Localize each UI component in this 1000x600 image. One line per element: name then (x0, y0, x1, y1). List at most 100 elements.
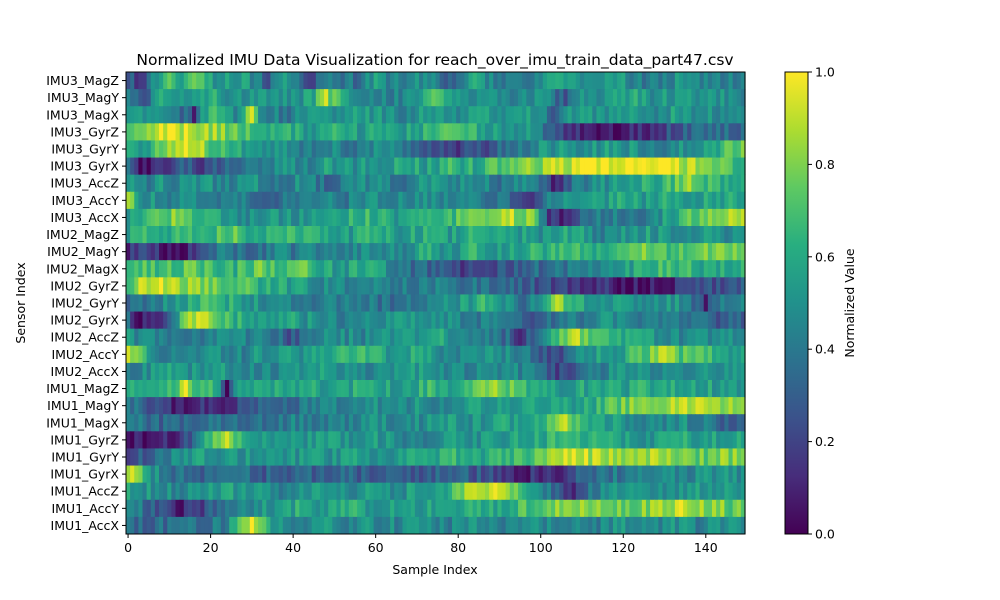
heatmap-cell (683, 243, 688, 261)
heatmap-cell (452, 174, 457, 193)
heatmap-cell (340, 448, 346, 466)
heatmap-cell (187, 191, 193, 210)
heatmap-cell (175, 414, 181, 432)
heatmap-cell (571, 106, 577, 124)
heatmap-cell (452, 140, 457, 158)
heatmap-cell (134, 123, 139, 141)
heatmap-cell (328, 345, 333, 364)
heatmap-cell (493, 499, 498, 518)
heatmap-cell (612, 482, 618, 501)
heatmap-cell (604, 140, 610, 158)
heatmap-cell (501, 123, 507, 141)
heatmap-cell (146, 294, 152, 312)
heatmap-cell (637, 174, 643, 193)
heatmap-cell (435, 123, 441, 141)
heatmap-cell (505, 226, 511, 244)
heatmap-cell (716, 362, 721, 381)
heatmap-cell (485, 140, 490, 158)
heatmap-cell (604, 482, 610, 501)
heatmap-cell (456, 140, 461, 158)
heatmap-cell (678, 72, 684, 90)
heatmap-cell (175, 431, 181, 449)
heatmap-cell (142, 294, 148, 312)
heatmap-cell (154, 465, 160, 484)
heatmap-cell (319, 208, 325, 227)
heatmap-cell (303, 380, 309, 398)
heatmap-cell (658, 380, 664, 398)
heatmap-cell (278, 414, 284, 432)
heatmap-cell (237, 72, 243, 90)
y-tick-label: IMU2_AccY (51, 347, 119, 362)
heatmap-cell (385, 516, 391, 535)
heatmap-cell (600, 328, 606, 347)
heatmap-cell (579, 157, 585, 176)
heatmap-cell (666, 123, 672, 141)
heatmap-cell (629, 157, 635, 176)
y-tick-label: IMU2_GyrY (51, 296, 119, 311)
heatmap-cell (592, 465, 598, 484)
heatmap-cell (513, 294, 519, 312)
heatmap-cell (447, 380, 453, 398)
heatmap-cell (237, 277, 243, 295)
heatmap-cell (559, 294, 565, 312)
heatmap-cell (385, 174, 391, 193)
heatmap-cell (225, 140, 230, 158)
heatmap-cell (262, 499, 267, 518)
heatmap-cell (307, 226, 313, 244)
heatmap-cell (563, 106, 569, 124)
heatmap-cell (377, 362, 383, 381)
heatmap-cell (683, 72, 688, 90)
heatmap-cell (468, 345, 474, 364)
heatmap-cell (596, 380, 602, 398)
heatmap-cell (377, 465, 383, 484)
heatmap-cell (596, 328, 602, 347)
heatmap-cell (410, 362, 416, 381)
heatmap-cell (196, 362, 201, 381)
heatmap-cell (410, 174, 416, 193)
heatmap-cell (546, 174, 552, 193)
heatmap-cell (365, 499, 371, 518)
heatmap-cell (150, 123, 156, 141)
heatmap-cell (493, 123, 498, 141)
heatmap-cell (720, 431, 725, 449)
heatmap-cell (650, 448, 655, 466)
heatmap-cell (703, 328, 709, 347)
heatmap-cell (468, 380, 474, 398)
heatmap-cell (365, 208, 371, 227)
heatmap-cell (641, 465, 647, 484)
heatmap-cell (691, 328, 697, 347)
heatmap-cell (200, 328, 206, 347)
heatmap-cell (728, 448, 734, 466)
heatmap-cell (505, 499, 511, 518)
heatmap-cell (171, 243, 177, 261)
heatmap-cell (282, 482, 288, 501)
heatmap-cell (427, 191, 432, 210)
heatmap-cell (204, 380, 210, 398)
heatmap-cell (625, 311, 631, 330)
heatmap-cell (596, 482, 602, 501)
heatmap-cell (138, 380, 144, 398)
heatmap-cell (233, 72, 239, 90)
heatmap-cell (394, 123, 399, 141)
heatmap-cell (650, 499, 655, 518)
heatmap-cell (398, 123, 404, 141)
heatmap-cell (229, 89, 234, 107)
heatmap-cell (134, 414, 139, 432)
heatmap-cell (175, 208, 181, 227)
heatmap-cell (678, 208, 684, 227)
heatmap-cell (736, 397, 742, 415)
heatmap-cell (720, 140, 725, 158)
heatmap-cell (740, 174, 746, 193)
y-tick-label: IMU2_MagX (46, 261, 119, 276)
heatmap-cell (427, 72, 432, 90)
heatmap-cell (361, 362, 366, 381)
heatmap-cell (311, 380, 317, 398)
heatmap-cell (324, 226, 329, 244)
heatmap-cell (674, 448, 680, 466)
heatmap-cell (266, 345, 272, 364)
heatmap-cell (456, 380, 461, 398)
heatmap-cell (187, 157, 193, 176)
heatmap-cell (200, 431, 206, 449)
heatmap-cell (526, 362, 532, 381)
heatmap-cell (447, 243, 453, 261)
